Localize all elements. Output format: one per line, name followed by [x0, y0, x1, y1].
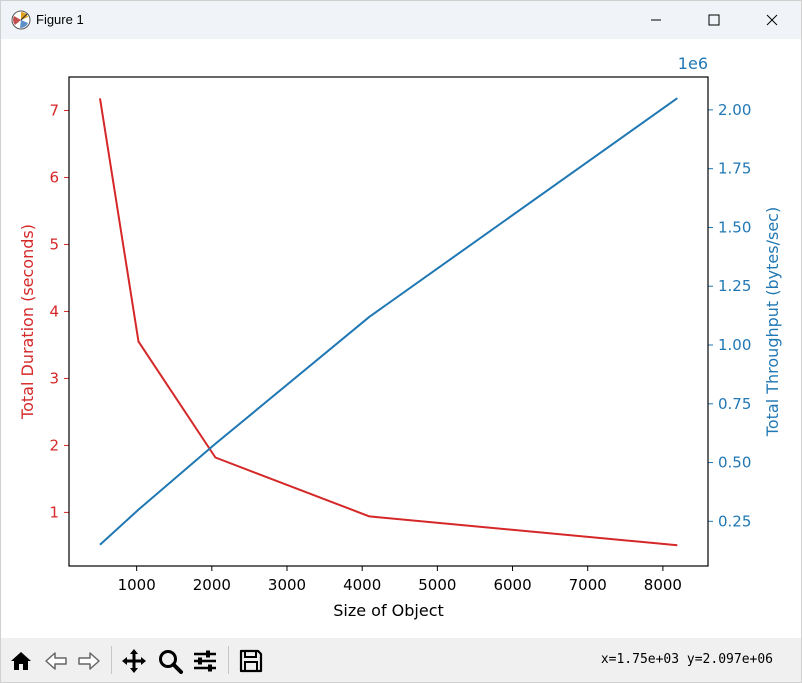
forward-icon [78, 652, 100, 670]
configure-subplots-button[interactable] [190, 646, 220, 676]
right-y-tick-label: 1.00 [718, 336, 751, 354]
pan-button[interactable] [119, 646, 149, 676]
title-bar: Figure 1 [1, 1, 801, 39]
series-layer [99, 97, 678, 547]
x-tick-label: 4000 [343, 576, 381, 594]
right-y-tick-label: 0.75 [718, 395, 751, 413]
x-axis-label: Size of Object [333, 601, 444, 620]
toolbar-separator [228, 646, 229, 674]
duration-line [99, 98, 678, 547]
configure-subplots-icon [194, 650, 216, 672]
minimize-button[interactable] [627, 1, 685, 39]
navigation-toolbar: x=1.75e+03 y=2.097e+06 [1, 638, 801, 682]
back-icon [45, 652, 67, 670]
home-button[interactable] [6, 646, 36, 676]
x-tick-label: 5000 [418, 576, 456, 594]
maximize-button[interactable] [685, 1, 743, 39]
close-button[interactable] [743, 1, 801, 39]
left-y-tick-label: 1 [49, 503, 59, 521]
back-button[interactable] [41, 646, 71, 676]
left-y-tick-label: 2 [49, 436, 59, 454]
x-tick-label: 3000 [268, 576, 306, 594]
left-y-tick-label: 6 [49, 168, 59, 186]
forward-button[interactable] [74, 646, 104, 676]
x-tick-label: 2000 [193, 576, 231, 594]
right-axis-offset-text: 1e6 [678, 54, 708, 73]
right-y-tick-label: 0.50 [718, 454, 751, 472]
right-y-tick-label: 2.00 [718, 101, 751, 119]
window-title: Figure 1 [36, 12, 84, 27]
x-tick-label: 8000 [644, 576, 682, 594]
right-y-tick-label: 0.25 [718, 512, 751, 530]
x-tick-label: 1000 [118, 576, 156, 594]
axes-frame [68, 76, 709, 567]
right-y-tick-label: 1.25 [718, 277, 751, 295]
x-tick-label: 7000 [569, 576, 607, 594]
left-y-tick-label: 7 [49, 101, 59, 119]
x-tick-label: 6000 [493, 576, 531, 594]
pan-icon [122, 649, 146, 673]
right-y-tick-label: 1.75 [718, 160, 751, 178]
close-icon [766, 14, 778, 26]
zoom-icon [159, 650, 183, 674]
left-y-tick-label: 5 [49, 235, 59, 253]
toolbar-separator [111, 646, 112, 674]
right-y-axis-label: Total Throughput (bytes/sec) [763, 207, 782, 437]
left-y-tick-label: 3 [49, 369, 59, 387]
x-axis: 1000 2000 3000 4000 5000 6000 7000 8000 [118, 566, 682, 594]
home-icon [11, 652, 31, 670]
throughput-line [99, 97, 678, 546]
minimize-icon [651, 19, 661, 21]
left-y-tick-label: 4 [49, 302, 59, 320]
save-button[interactable] [236, 646, 266, 676]
left-y-axis: 1 2 3 4 5 6 7 [49, 101, 69, 521]
plot-area[interactable]: 1000 2000 3000 4000 5000 6000 7000 8000 1 2 3 4 5 6 7… [1, 39, 801, 637]
matplotlib-icon [11, 10, 31, 30]
zoom-button[interactable] [155, 646, 185, 676]
chart: 1000 2000 3000 4000 5000 6000 7000 8000 1 2 3 4 5 6 7… [18, 54, 782, 620]
save-icon [239, 649, 263, 673]
cursor-coordinates: x=1.75e+03 y=2.097e+06 [600, 652, 773, 667]
right-y-axis: 0.25 0.50 0.75 1.00 1.25 1.50 1.75 2.00 [708, 101, 751, 530]
left-y-axis-label: Total Duration (seconds) [18, 224, 37, 420]
maximize-icon [708, 14, 720, 26]
right-y-tick-label: 1.50 [718, 218, 751, 236]
